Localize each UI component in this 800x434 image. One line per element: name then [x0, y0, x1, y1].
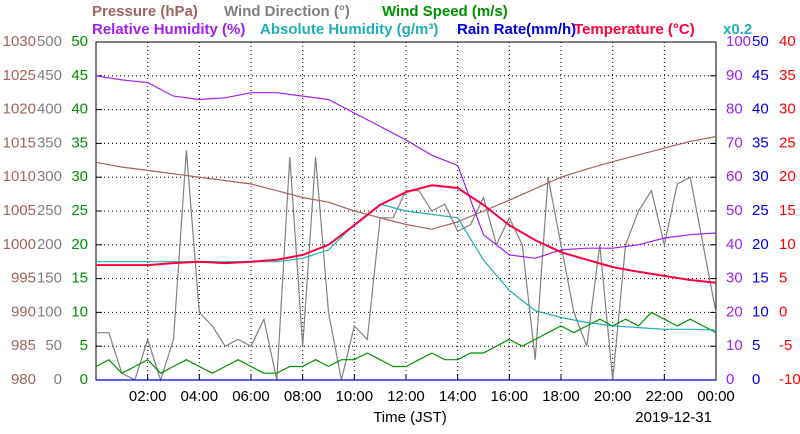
y-tick-label: -5 [779, 337, 792, 354]
y-tick-label: 1010 [3, 168, 36, 185]
y-tick-label: 40 [779, 33, 796, 50]
y-tick-label: 15 [779, 202, 796, 219]
x-tick-label: 18:00 [542, 388, 580, 405]
y-tick-label: 400 [37, 101, 62, 118]
legend-label: Pressure (hPa) [92, 3, 198, 20]
y-tick-label: 25 [752, 202, 769, 219]
factor-label: x0.2 [723, 21, 752, 38]
y-tick-label: 1015 [3, 134, 36, 151]
y-tick-label: 40 [71, 101, 88, 118]
legend-label: Wind Speed (m/s) [382, 3, 508, 20]
y-tick-label: 0 [779, 303, 787, 320]
date-label: 2019-12-31 [635, 409, 712, 426]
legend-label: Temperature (°C) [574, 21, 695, 38]
y-tick-label: 15 [71, 270, 88, 287]
y-tick-label: 20 [752, 236, 769, 253]
y-tick-label: 20 [71, 236, 88, 253]
legend-label: Wind Direction (°) [224, 3, 350, 20]
x-tick-label: 02:00 [129, 388, 167, 405]
y-tick-label: 100 [37, 303, 62, 320]
y-tick-label: 45 [71, 67, 88, 84]
y-tick-label: 200 [37, 236, 62, 253]
x-tick-label: 12:00 [387, 388, 425, 405]
y-tick-label: 50 [752, 33, 769, 50]
y-tick-label: 1025 [3, 67, 36, 84]
x-tick-label: 08:00 [284, 388, 322, 405]
y-tick-label: 985 [11, 337, 36, 354]
y-tick-label: 450 [37, 67, 62, 84]
x-tick-label: 20:00 [594, 388, 632, 405]
y-tick-label: 70 [726, 134, 743, 151]
y-tick-label: 30 [752, 168, 769, 185]
y-tick-label: 60 [726, 168, 743, 185]
y-tick-label: 990 [11, 303, 36, 320]
y-tick-label: 1020 [3, 101, 36, 118]
x-tick-label: 00:00 [697, 388, 735, 405]
y-tick-label: 25 [779, 134, 796, 151]
series-line [96, 184, 717, 284]
x-tick-label: 04:00 [181, 388, 219, 405]
y-tick-label: 5 [752, 337, 760, 354]
x-tick-label: 16:00 [491, 388, 529, 405]
y-tick-label: 50 [71, 33, 88, 50]
y-tick-label: 40 [726, 236, 743, 253]
y-tick-label: 350 [37, 134, 62, 151]
y-tick-label: 10 [752, 303, 769, 320]
legend-label: Absolute Humidity (g/m³) [260, 21, 438, 38]
y-tick-label: 90 [726, 67, 743, 84]
y-tick-label: 995 [11, 270, 36, 287]
y-tick-label: 35 [752, 134, 769, 151]
y-tick-label: 40 [752, 101, 769, 118]
y-tick-label: 500 [37, 33, 62, 50]
x-tick-label: 14:00 [439, 388, 477, 405]
y-tick-label: 0 [726, 371, 734, 388]
y-tick-label: 80 [726, 101, 743, 118]
series-line [95, 75, 717, 259]
series-line [95, 136, 717, 230]
legend-label: Relative Humidity (%) [92, 21, 245, 38]
y-tick-label: 0 [80, 371, 88, 388]
y-tick-label: 980 [11, 371, 36, 388]
y-tick-label: 20 [726, 303, 743, 320]
x-axis-label: Time (JST) [373, 409, 447, 426]
y-tick-label: 150 [37, 270, 62, 287]
x-tick-label: 22:00 [646, 388, 684, 405]
y-tick-label: 30 [779, 101, 796, 118]
y-tick-label: 50 [45, 337, 62, 354]
y-tick-label: 30 [71, 168, 88, 185]
y-tick-label: 1030 [3, 33, 36, 50]
y-tick-label: 5 [80, 337, 88, 354]
y-tick-label: 250 [37, 202, 62, 219]
y-tick-label: -10 [779, 371, 800, 388]
y-tick-label: 15 [752, 270, 769, 287]
y-tick-label: 1005 [3, 202, 36, 219]
y-tick-label: 300 [37, 168, 62, 185]
y-tick-label: 0 [752, 371, 760, 388]
y-tick-label: 45 [752, 67, 769, 84]
y-tick-label: 100 [726, 33, 751, 50]
x-tick-label: 10:00 [336, 388, 374, 405]
y-tick-label: 30 [726, 270, 743, 287]
legend-label: Rain Rate(mm/h) [457, 21, 576, 38]
y-tick-label: 10 [779, 236, 796, 253]
y-tick-label: 10 [726, 337, 743, 354]
y-tick-label: 35 [71, 134, 88, 151]
y-tick-label: 35 [779, 67, 796, 84]
y-tick-label: 1000 [3, 236, 36, 253]
y-tick-label: 10 [71, 303, 88, 320]
y-tick-label: 50 [726, 202, 743, 219]
y-tick-label: 20 [779, 168, 796, 185]
y-tick-label: 5 [779, 270, 787, 287]
x-tick-label: 06:00 [232, 388, 270, 405]
y-tick-label: 0 [54, 371, 62, 388]
y-tick-label: 25 [71, 202, 88, 219]
